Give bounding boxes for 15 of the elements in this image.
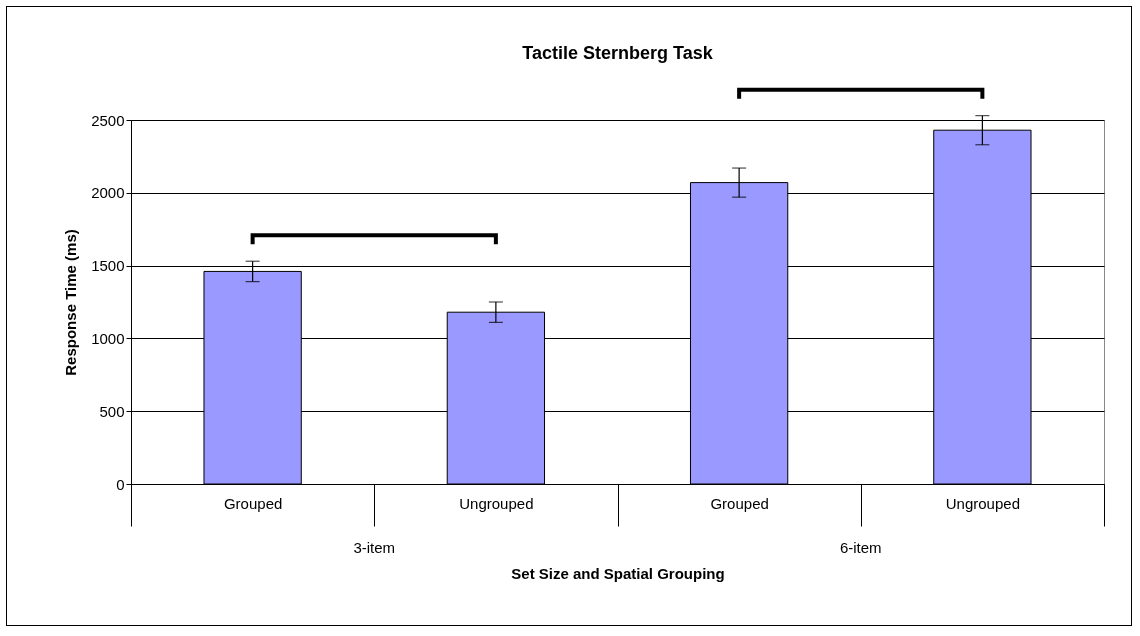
y-tick-label: 0 bbox=[116, 475, 125, 493]
y-tick-label: 1500 bbox=[91, 257, 125, 275]
text: 6-item bbox=[839, 539, 882, 556]
x-tick-label: Ungrouped bbox=[945, 494, 1020, 512]
y-tick-label: 500 bbox=[99, 402, 125, 420]
x-axis-title: Set Size and Spatial Grouping bbox=[511, 565, 725, 582]
y-axis-title: Response Time (ms) bbox=[62, 229, 80, 376]
x-tick-label: Grouped bbox=[710, 494, 769, 512]
y-tick-label: 1000 bbox=[91, 329, 125, 347]
text: 3-item bbox=[353, 539, 396, 556]
y-tick-label: 2000 bbox=[91, 184, 125, 202]
x-tick-label: Grouped bbox=[223, 494, 283, 512]
y-tick-label: 2500 bbox=[91, 111, 125, 129]
chart-title: Tactile Sternberg Task bbox=[522, 43, 714, 63]
x-tick-label: Ungrouped bbox=[459, 494, 534, 512]
